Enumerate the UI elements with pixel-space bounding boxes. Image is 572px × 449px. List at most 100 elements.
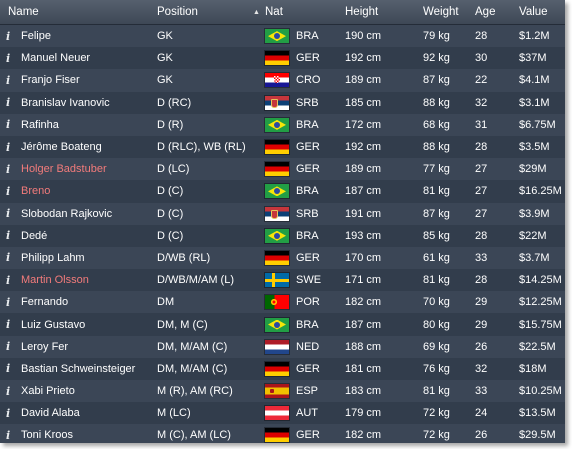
- player-value: $10.25M: [519, 385, 562, 398]
- player-age: 30: [475, 52, 488, 65]
- player-name[interactable]: Holger Badstuber: [21, 163, 107, 176]
- info-icon[interactable]: i: [6, 184, 11, 198]
- column-header-position[interactable]: Position: [157, 6, 198, 18]
- player-age: 28: [475, 229, 488, 242]
- player-name[interactable]: Jérôme Boateng: [21, 141, 102, 154]
- info-icon[interactable]: i: [6, 318, 11, 332]
- table-row[interactable]: i Xabi Prieto M (R), AM (RC) ESP 183 cm 81 kg…: [0, 380, 565, 403]
- table-row[interactable]: i Jérôme Boateng D (RLC), WB (RL) GER 192 cm…: [0, 135, 565, 159]
- player-age: 31: [475, 118, 488, 131]
- country-flag-icon: [265, 384, 289, 399]
- table-row[interactable]: i Felipe GK BRA 190 cm 79 kg 28 $1.2M: [0, 25, 565, 48]
- player-name[interactable]: Luiz Gustavo: [21, 318, 86, 331]
- info-icon[interactable]: i: [6, 273, 11, 287]
- column-header-name[interactable]: Name: [8, 6, 39, 18]
- table-row[interactable]: i Luiz Gustavo DM, M (C) BRA 187 cm 80 kg 29 $1…: [0, 313, 565, 336]
- table-row[interactable]: i David Alaba M (LC) AUT 179 cm 72 kg 24 $13.5M: [0, 402, 565, 425]
- table-row[interactable]: i Breno D (C) BRA 187 cm 81 kg 27 $16.25M: [0, 180, 565, 203]
- player-name[interactable]: Slobodan Rajkovic: [21, 207, 113, 220]
- column-header-height[interactable]: Height: [345, 6, 379, 18]
- player-name[interactable]: Branislav Ivanovic: [21, 96, 110, 109]
- player-nationality: CRO: [296, 74, 321, 87]
- player-height: 190 cm: [345, 30, 382, 43]
- info-icon[interactable]: i: [6, 73, 11, 87]
- info-icon[interactable]: i: [6, 118, 11, 132]
- column-header-weight[interactable]: Weight: [423, 6, 459, 18]
- player-age: 28: [475, 141, 488, 154]
- player-name[interactable]: Philipp Lahm: [21, 251, 85, 264]
- info-icon[interactable]: i: [6, 428, 11, 442]
- table-row[interactable]: i Martin Olsson D/WB/M/AM (L) SWE 171 cm 81 k…: [0, 269, 565, 292]
- info-icon[interactable]: i: [6, 207, 11, 221]
- table-row[interactable]: i Bastian Schweinsteiger DM, M/AM (C) GER 18…: [0, 357, 565, 380]
- player-position: D/WB/M/AM (L): [157, 274, 234, 287]
- info-icon[interactable]: i: [6, 29, 11, 43]
- info-icon[interactable]: i: [6, 406, 11, 420]
- player-name[interactable]: Xabi Prieto: [21, 385, 75, 398]
- info-icon[interactable]: i: [6, 162, 11, 176]
- table-row[interactable]: i Dedé D (C) BRA 193 cm 85 kg 28 $22M: [0, 224, 565, 247]
- info-icon[interactable]: i: [6, 340, 11, 354]
- player-weight: 88 kg: [423, 141, 450, 154]
- player-height: 187 cm: [345, 185, 382, 198]
- player-name[interactable]: Toni Kroos: [21, 429, 73, 442]
- player-value: $14.25M: [519, 274, 562, 287]
- info-icon[interactable]: i: [6, 251, 11, 265]
- country-flag-icon: [265, 51, 289, 66]
- table-row[interactable]: i Holger Badstuber D (LC) GER 189 cm 77 kg 27 $…: [0, 158, 565, 181]
- player-age: 22: [475, 74, 488, 87]
- player-position: M (LC): [157, 407, 191, 420]
- column-header-age[interactable]: Age: [475, 6, 496, 18]
- player-weight: 87 kg: [423, 207, 450, 220]
- player-nationality: GER: [296, 52, 320, 65]
- player-weight: 80 kg: [423, 318, 450, 331]
- player-height: 185 cm: [345, 96, 382, 109]
- player-position: D (RC): [157, 96, 192, 109]
- table-row[interactable]: i Toni Kroos M (C), AM (LC) GER 182 cm 72 kg 2…: [0, 424, 565, 443]
- column-header-value[interactable]: Value: [519, 6, 548, 18]
- info-icon[interactable]: i: [6, 140, 11, 154]
- info-icon[interactable]: i: [6, 295, 11, 309]
- player-position: D (RLC), WB (RL): [157, 141, 246, 154]
- player-weight: 87 kg: [423, 74, 450, 87]
- table-row[interactable]: i Manuel Neuer GK GER 192 cm 92 kg 30 $37M: [0, 47, 565, 70]
- table-body: i Felipe GK BRA 190 cm 79 kg 28 $1.2M i Manuel Ne…: [0, 25, 565, 443]
- player-nationality: AUT: [296, 407, 318, 420]
- player-weight: 70 kg: [423, 296, 450, 309]
- player-name[interactable]: Rafinha: [21, 118, 59, 131]
- table-row[interactable]: i Fernando DM POR 182 cm 70 kg 29 $12.25M: [0, 291, 565, 314]
- player-position: DM, M/AM (C): [157, 340, 228, 353]
- player-name[interactable]: Franjo Fiser: [21, 74, 80, 87]
- table-row[interactable]: i Leroy Fer DM, M/AM (C) NED 188 cm 69 kg 26 $2…: [0, 335, 565, 358]
- table-row[interactable]: i Rafinha D (R) BRA 172 cm 68 kg 31 $6.75M: [0, 113, 565, 136]
- info-icon[interactable]: i: [6, 362, 11, 376]
- player-name[interactable]: Martin Olsson: [21, 274, 89, 287]
- info-icon[interactable]: i: [6, 229, 11, 243]
- table-row[interactable]: i Slobodan Rajkovic D (C) SRB 191 cm 87 kg 27 $…: [0, 202, 565, 225]
- player-height: 188 cm: [345, 340, 382, 353]
- table-row[interactable]: i Franjo Fiser GK CRO 189 cm 87 kg 22 $4.1M: [0, 69, 565, 92]
- player-height: 171 cm: [345, 274, 382, 287]
- player-position: DM: [157, 296, 175, 309]
- player-name[interactable]: Manuel Neuer: [21, 52, 91, 65]
- info-icon[interactable]: i: [6, 96, 11, 110]
- player-name[interactable]: Dedé: [21, 229, 48, 242]
- player-height: 192 cm: [345, 141, 382, 154]
- column-header-nat[interactable]: Nat: [265, 6, 283, 18]
- player-name[interactable]: David Alaba: [21, 407, 80, 420]
- country-flag-icon: [265, 95, 289, 110]
- player-nationality: BRA: [296, 229, 319, 242]
- player-name[interactable]: Leroy Fer: [21, 340, 69, 353]
- player-name[interactable]: Fernando: [21, 296, 69, 309]
- player-name[interactable]: Breno: [21, 185, 51, 198]
- country-flag-icon: [265, 406, 289, 421]
- info-icon[interactable]: i: [6, 51, 11, 65]
- table-row[interactable]: i Philipp Lahm D/WB (RL) GER 170 cm 61 kg 33 $3…: [0, 246, 565, 270]
- table-row[interactable]: i Branislav Ivanovic D (RC) SRB 185 cm 88 kg 3…: [0, 91, 565, 114]
- player-name[interactable]: Bastian Schweinsteiger: [21, 362, 136, 375]
- player-nationality: GER: [296, 429, 320, 442]
- player-value: $29.5M: [519, 429, 556, 442]
- info-icon[interactable]: i: [6, 384, 11, 398]
- player-name[interactable]: Felipe: [21, 30, 51, 43]
- player-age: 28: [475, 30, 488, 43]
